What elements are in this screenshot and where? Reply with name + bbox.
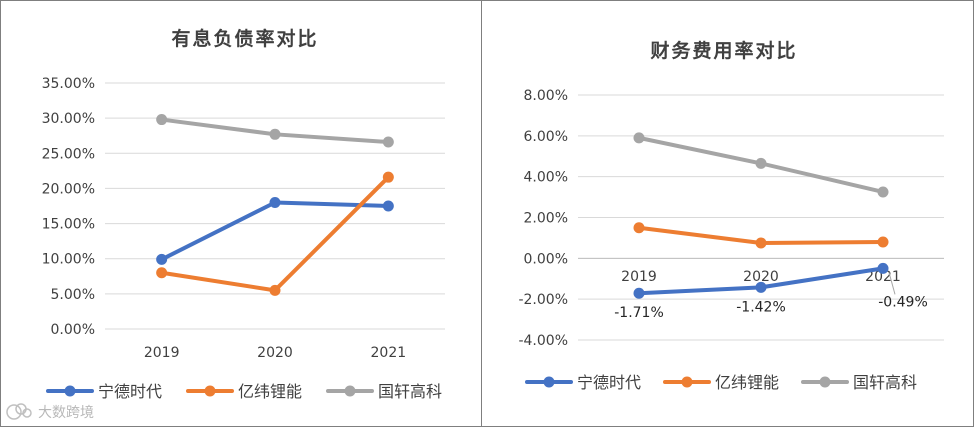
legend-label: 宁德时代 [577, 373, 641, 392]
data-label: -0.49% [878, 294, 928, 310]
y-tick-label: 0.00% [51, 322, 95, 338]
data-point [382, 136, 394, 148]
y-tick-label: 35.00% [42, 76, 95, 92]
debt-ratio-chart: 有息负债率对比 0.00% 5.00% 10.00% 15.00% 20.00% 25.00… [42, 27, 445, 401]
x-tick-label: 2020 [743, 269, 779, 285]
legend-label: 亿纬锂能 [238, 382, 302, 401]
data-point [382, 200, 394, 212]
data-label: -1.42% [736, 299, 786, 315]
y-tick-label: 2.00% [524, 211, 568, 227]
data-point [877, 236, 889, 248]
legend-label: 国轩高科 [853, 373, 917, 392]
legend-marker [204, 385, 216, 397]
watermark-logo-icon [6, 403, 32, 420]
watermark: 大数跨境 [6, 403, 94, 421]
legend-marker [344, 385, 356, 397]
y-tick-label: 8.00% [524, 88, 568, 104]
chart-panel-finance-cost [482, 0, 974, 427]
legend-label: 国轩高科 [378, 382, 442, 401]
y-tick-label: 20.00% [42, 181, 95, 197]
chart-title: 有息负债率对比 [171, 27, 318, 50]
chart-panel-debt-ratio [0, 0, 482, 427]
y-tick-label: 6.00% [524, 129, 568, 145]
x-tick-label: 2021 [371, 345, 407, 361]
series-line [159, 175, 391, 293]
y-tick-label: 0.00% [524, 251, 568, 267]
x-tick-label: 2021 [865, 269, 901, 285]
legend-marker [819, 376, 831, 388]
finance-cost-chart: 财务费用率对比 -4.00% -2.00% 0.00% 2.00% 4.00% 6.00% 8… [518, 39, 944, 392]
y-tick-label: 25.00% [42, 146, 95, 162]
x-tick-label: 2019 [144, 345, 180, 361]
x-tick-label: 2020 [257, 345, 293, 361]
chart-title: 财务费用率对比 [650, 39, 797, 62]
data-point [269, 284, 281, 296]
data-label: -1.71% [614, 305, 664, 321]
data-point [877, 186, 889, 198]
legend-label: 亿纬锂能 [715, 373, 779, 392]
y-tick-label: 30.00% [42, 111, 95, 127]
y-tick-label: -2.00% [518, 292, 568, 308]
legend-marker [543, 376, 555, 388]
data-point [633, 222, 645, 234]
y-tick-label: 10.00% [42, 252, 95, 268]
data-point [755, 281, 767, 293]
y-tick-label: 5.00% [51, 287, 95, 303]
data-label-leader [888, 272, 896, 295]
y-tick-label: 4.00% [524, 170, 568, 186]
data-point [633, 132, 645, 144]
data-point [156, 253, 168, 265]
legend-marker [64, 385, 76, 397]
legend-label: 宁德时代 [98, 382, 162, 401]
y-tick-label: 15.00% [42, 217, 95, 233]
data-point [755, 157, 767, 169]
data-point [156, 267, 168, 279]
x-tick-label: 2019 [621, 269, 657, 285]
data-point [156, 114, 168, 126]
watermark-text: 大数跨境 [38, 405, 94, 421]
y-tick-label: -4.00% [518, 333, 568, 349]
data-point [877, 262, 889, 274]
data-point [755, 237, 767, 249]
data-point [269, 196, 281, 208]
data-point [382, 171, 394, 183]
data-point [269, 128, 281, 140]
data-point [633, 287, 645, 299]
legend-marker [681, 376, 693, 388]
